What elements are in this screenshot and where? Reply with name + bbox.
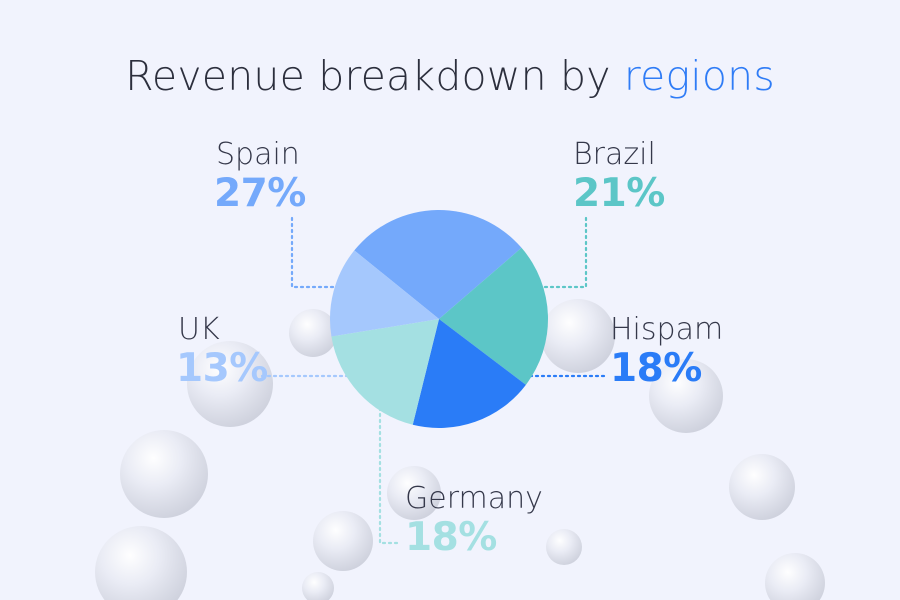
leader-line-germany (378, 406, 402, 545)
slice-value-spain: 27% (214, 171, 306, 216)
title-highlight: regions (623, 52, 775, 100)
pie-slice-spain (354, 209, 522, 319)
slice-label-germany: Germany (405, 481, 543, 516)
leader-line-spain (290, 216, 338, 289)
callout-brazil: Brazil 21% (573, 137, 665, 216)
leader-lines (260, 216, 607, 545)
bubble (541, 299, 615, 373)
slice-value-germany: 18% (405, 515, 497, 560)
callout-spain: Spain 27% (214, 137, 306, 216)
bubble (95, 526, 187, 600)
pie (330, 209, 549, 429)
callout-uk: UK 13% (176, 312, 268, 391)
slice-label-spain: Spain (216, 137, 300, 172)
title-prefix: Revenue breakdown by (125, 52, 624, 100)
slice-value-uk: 13% (176, 346, 268, 391)
callout-hispam: Hispam 18% (610, 312, 724, 391)
pie-slice-uk (330, 250, 439, 337)
bubble (387, 466, 441, 520)
pie-slice-brazil (439, 247, 549, 385)
bubble (649, 359, 723, 433)
slice-label-uk: UK (178, 312, 220, 347)
bubble (289, 309, 337, 357)
bubble (313, 511, 373, 571)
slice-value-brazil: 21% (573, 171, 665, 216)
bubble (187, 341, 273, 427)
bubble (765, 553, 825, 600)
bubble (546, 529, 582, 565)
bubble (120, 430, 208, 518)
callout-germany: Germany 18% (405, 481, 543, 560)
bubble (729, 454, 795, 520)
pie-slice-hispam (412, 319, 526, 429)
leader-line-brazil (539, 216, 588, 289)
bubble (302, 572, 334, 600)
pie-slice-germany (331, 319, 439, 425)
slice-value-hispam: 18% (610, 346, 702, 391)
slice-label-hispam: Hispam (610, 312, 724, 347)
slice-label-brazil: Brazil (573, 137, 656, 172)
chart-title: Revenue breakdown by regions (0, 52, 900, 100)
